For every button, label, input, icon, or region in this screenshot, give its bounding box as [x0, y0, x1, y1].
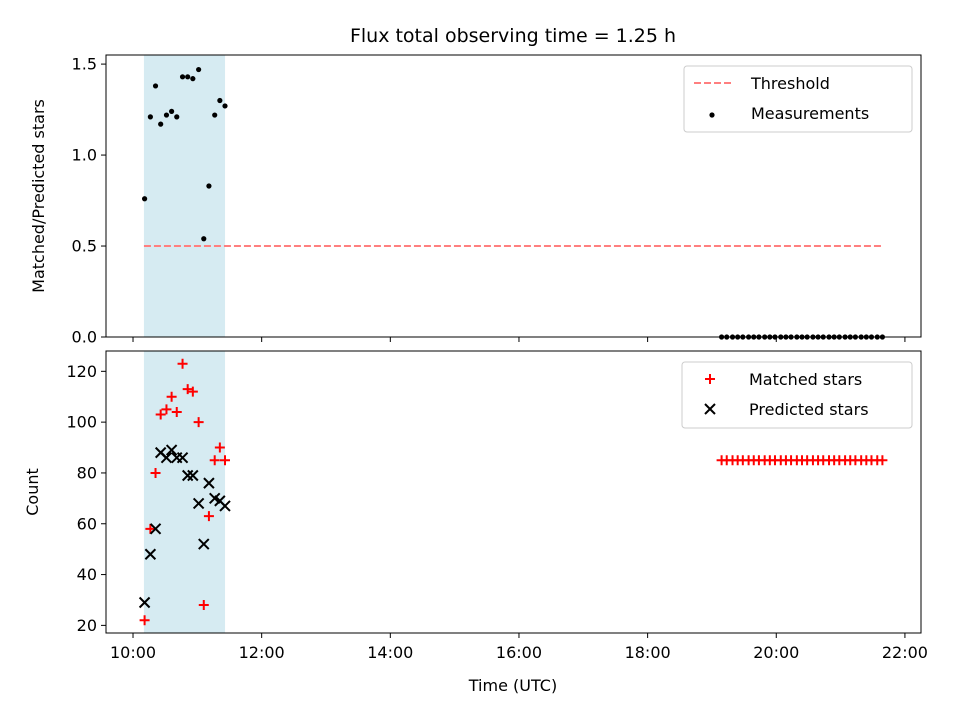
y-tick-label: 80 — [77, 463, 97, 482]
legend-label: Matched stars — [749, 370, 862, 389]
legend-matched-swatch — [705, 374, 715, 384]
matched-stars-point — [193, 417, 204, 428]
y-tick-label: 100 — [66, 413, 97, 432]
x-tick-label: 14:00 — [367, 643, 413, 662]
predicted-stars-point — [198, 538, 210, 550]
y-tick-label: 60 — [77, 514, 97, 533]
matched-stars-point — [145, 523, 156, 534]
matched-stars-point — [166, 391, 177, 402]
y-tick-label: 1.0 — [72, 146, 97, 165]
plot-frame — [105, 54, 922, 338]
matched-stars-point — [171, 406, 182, 417]
legend: Threshold Measurements — [683, 65, 913, 133]
x-tick-label: 22:00 — [882, 643, 928, 662]
chart-title: Flux total observing time = 1.25 h — [350, 25, 676, 47]
predicted-stars-point — [219, 500, 231, 512]
ratio-panel: 0.0 0.5 1.0 1.5 Matched/Predicted stars Thres… — [29, 54, 922, 347]
measurement-point — [222, 103, 228, 109]
predicted-stars-point — [138, 596, 151, 609]
series-matched-stars — [139, 358, 888, 626]
measurement-point — [196, 66, 202, 73]
observing-window-span — [143, 351, 226, 633]
predicted-stars-point — [165, 444, 178, 456]
matched-stars-point — [214, 442, 225, 453]
predicted-stars-point — [203, 477, 215, 489]
y-axis-title: Matched/Predicted stars — [29, 99, 48, 293]
matched-stars-point — [182, 384, 193, 395]
y-tick-label: 20 — [77, 616, 97, 635]
predicted-stars-point — [176, 451, 189, 464]
measurement-point — [217, 97, 223, 104]
matched-stars-point — [161, 404, 172, 415]
matched-stars-point — [209, 455, 220, 466]
legend: Matched stars Predicted stars — [681, 361, 913, 429]
matched-stars-point — [203, 511, 214, 522]
predicted-stars-point — [181, 469, 194, 482]
series-predicted-stars — [138, 444, 231, 609]
measurement-point — [190, 76, 196, 82]
predicted-stars-point — [187, 469, 199, 482]
measurement-point — [201, 236, 207, 242]
matched-stars-point — [877, 455, 888, 466]
legend-label: Predicted stars — [749, 400, 869, 419]
count-panel: 20 40 60 80 100 120 10:00 12:00 14:00 16:00 18:00 2… — [23, 350, 928, 662]
y-tick-label: 0.5 — [72, 237, 97, 256]
matched-stars-point — [139, 615, 150, 626]
x-tick-label: 16:00 — [496, 643, 542, 662]
predicted-stars-point — [144, 548, 157, 560]
matched-stars-point — [220, 455, 231, 466]
matched-stars-point — [150, 467, 161, 478]
measurement-point — [169, 108, 175, 114]
y-tick-label: 40 — [77, 565, 97, 584]
matched-stars-point — [155, 409, 166, 420]
measurement-point — [147, 114, 153, 120]
matched-stars-point — [198, 600, 209, 611]
predicted-stars-point — [149, 523, 162, 535]
measurement-point — [158, 121, 164, 127]
predicted-stars-point — [192, 497, 205, 510]
predicted-stars-point — [160, 451, 173, 464]
series-measurements — [141, 66, 886, 340]
y-tick-label: 0.0 — [72, 328, 97, 347]
y-tick-label: 1.5 — [72, 55, 97, 74]
x-tick-label: 18:00 — [625, 643, 671, 662]
measurement-point — [163, 112, 170, 118]
measurement-point — [141, 196, 148, 202]
x-tick-label: 20:00 — [753, 643, 799, 662]
x-axis-title: Time (UTC) — [468, 676, 557, 695]
measurement-point — [212, 112, 218, 118]
measurement-point — [185, 74, 191, 80]
matched-stars-point — [177, 358, 188, 369]
measurement-point — [152, 83, 159, 89]
legend-predicted-swatch — [704, 403, 716, 415]
legend-measurements-swatch — [709, 112, 715, 118]
y-tick-label: 120 — [66, 362, 97, 381]
observing-window-span — [143, 55, 226, 337]
x-tick-label: 10:00 — [110, 643, 156, 662]
measurement-point — [206, 183, 212, 189]
legend-box — [681, 361, 913, 429]
legend-label: Measurements — [751, 104, 869, 123]
matched-stars-point — [187, 386, 198, 397]
x-tick-label: 12:00 — [239, 643, 285, 662]
measurement-point — [179, 74, 186, 80]
measurement-point — [174, 114, 180, 120]
y-axis-title: Count — [23, 468, 42, 516]
legend-box — [683, 65, 913, 133]
legend-label: Threshold — [750, 74, 830, 93]
plot-frame — [105, 350, 922, 634]
